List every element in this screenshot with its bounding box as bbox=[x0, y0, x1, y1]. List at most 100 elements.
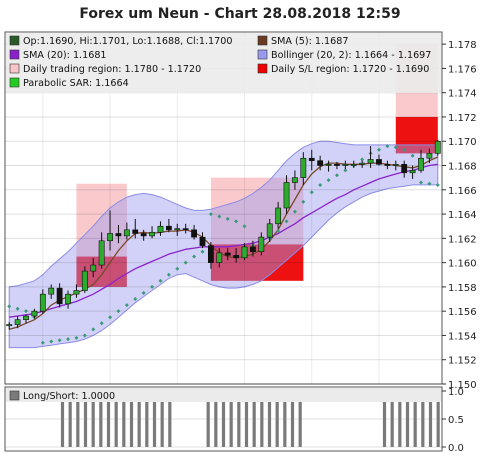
sar-point bbox=[66, 337, 71, 342]
y-tick-label: 1.162 bbox=[448, 234, 477, 245]
candle-body bbox=[182, 228, 189, 231]
y-tick-label: 1.174 bbox=[448, 89, 477, 100]
long-short-y-axis: 0.0 0.5 1.0 bbox=[442, 387, 464, 454]
candle-body bbox=[165, 225, 172, 231]
candle-body bbox=[409, 170, 416, 174]
candle-body bbox=[266, 223, 273, 238]
sar-point bbox=[150, 284, 155, 289]
long-short-bar bbox=[382, 391, 387, 447]
sar-point bbox=[385, 144, 390, 149]
long-short-bar bbox=[168, 391, 172, 447]
y-tick-label: 1.170 bbox=[448, 137, 477, 148]
candle-body bbox=[359, 162, 366, 165]
sar-point bbox=[7, 304, 12, 309]
sar-point bbox=[334, 173, 339, 178]
sar-point bbox=[284, 219, 289, 224]
candle-body bbox=[132, 229, 139, 234]
sar-point bbox=[99, 321, 104, 326]
legend-entry: Bollinger (20, 2): 1.1664 - 1.1697 bbox=[271, 50, 431, 61]
candle-body bbox=[384, 164, 391, 166]
candle-body bbox=[224, 252, 231, 256]
candle-body bbox=[81, 270, 88, 291]
candle-body bbox=[317, 160, 324, 166]
candle-body bbox=[65, 293, 71, 305]
sar-point bbox=[175, 266, 180, 271]
candle-body bbox=[23, 315, 29, 320]
long-short-bar bbox=[405, 391, 410, 447]
sar-point bbox=[234, 219, 239, 224]
long-short-legend: Long/Short: 1.0000 bbox=[6, 388, 441, 402]
sub-legend-swatch bbox=[9, 390, 20, 401]
sar-point bbox=[225, 216, 230, 221]
candle-body bbox=[434, 140, 441, 154]
candle-body bbox=[275, 207, 282, 225]
sar-point bbox=[40, 340, 45, 345]
candle-body bbox=[300, 157, 307, 178]
sar-point bbox=[133, 297, 138, 302]
price-y-axis: 1.150 1.152 1.154 1.156 1.158 1.160 1.162 1.164… bbox=[442, 40, 477, 391]
legend-swatch bbox=[9, 49, 20, 60]
legend-swatch bbox=[9, 77, 20, 88]
sar-point bbox=[158, 278, 163, 283]
candle-body bbox=[233, 255, 240, 259]
long-short-bar bbox=[275, 391, 279, 447]
legend-entry: Parabolic SAR: 1.1664 bbox=[23, 78, 129, 89]
candle-body bbox=[199, 236, 206, 246]
sma5-line bbox=[9, 156, 439, 331]
legend-swatch bbox=[9, 35, 20, 46]
long-short-bar bbox=[145, 391, 149, 447]
sar-layer bbox=[7, 144, 440, 345]
long-short-bar bbox=[428, 391, 433, 447]
long-short-bar bbox=[283, 391, 287, 447]
price-legend: Op:1.1690, Hi:1.1701, Lo:1.1688, Cl:1.17… bbox=[6, 33, 441, 93]
long-short-bar bbox=[252, 391, 256, 447]
y-tick-label: 1.158 bbox=[448, 283, 477, 294]
sar-point bbox=[217, 214, 222, 219]
long-short-bar bbox=[290, 391, 295, 447]
sar-point bbox=[393, 145, 398, 150]
candle-body bbox=[241, 246, 248, 259]
sub-y-tick-label: 1.0 bbox=[448, 387, 464, 398]
candle-body bbox=[325, 164, 332, 166]
candle-body bbox=[426, 153, 433, 159]
long-short-bar bbox=[221, 391, 226, 447]
candle-body bbox=[283, 182, 290, 209]
y-tick-label: 1.160 bbox=[448, 259, 477, 270]
long-short-bar bbox=[421, 391, 425, 447]
long-short-bar bbox=[99, 391, 103, 447]
candle-body bbox=[123, 229, 130, 237]
sar-point bbox=[402, 147, 407, 152]
sar-point bbox=[301, 199, 306, 204]
long-short-bar bbox=[229, 391, 233, 447]
long-short-bar bbox=[152, 391, 157, 447]
candle-body bbox=[90, 264, 97, 272]
long-short-bar bbox=[206, 391, 210, 447]
sar-point bbox=[74, 335, 79, 340]
sar-point bbox=[427, 181, 432, 186]
candle-body bbox=[376, 159, 382, 165]
sub-y-tick-label: 0.0 bbox=[448, 443, 464, 454]
long-short-bar bbox=[76, 391, 80, 447]
legend-entry: Op:1.1690, Hi:1.1701, Lo:1.1688, Cl:1.17… bbox=[23, 36, 232, 47]
candle-body bbox=[367, 159, 374, 164]
sar-point bbox=[49, 339, 54, 344]
long-short-bar bbox=[68, 391, 72, 447]
sma20-line bbox=[9, 163, 438, 318]
price-panel: 1.150 1.152 1.154 1.156 1.158 1.160 1.162 1.164… bbox=[4, 31, 477, 391]
candle-body bbox=[98, 240, 105, 266]
candle-body bbox=[174, 228, 181, 231]
legend-entry: Daily trading region: 1.1780 - 1.1720 bbox=[23, 64, 201, 75]
sar-point bbox=[208, 212, 213, 217]
long-short-bar bbox=[91, 391, 95, 447]
candle-body bbox=[73, 290, 80, 295]
y-tick-label: 1.176 bbox=[448, 64, 477, 75]
sar-point bbox=[200, 249, 205, 254]
candle-body bbox=[56, 287, 63, 305]
y-tick-label: 1.166 bbox=[448, 186, 477, 197]
candle-body bbox=[334, 164, 340, 166]
candle-body bbox=[350, 164, 357, 166]
sar-point bbox=[166, 272, 171, 277]
long-short-bar bbox=[60, 391, 65, 447]
candle-body bbox=[342, 164, 349, 166]
